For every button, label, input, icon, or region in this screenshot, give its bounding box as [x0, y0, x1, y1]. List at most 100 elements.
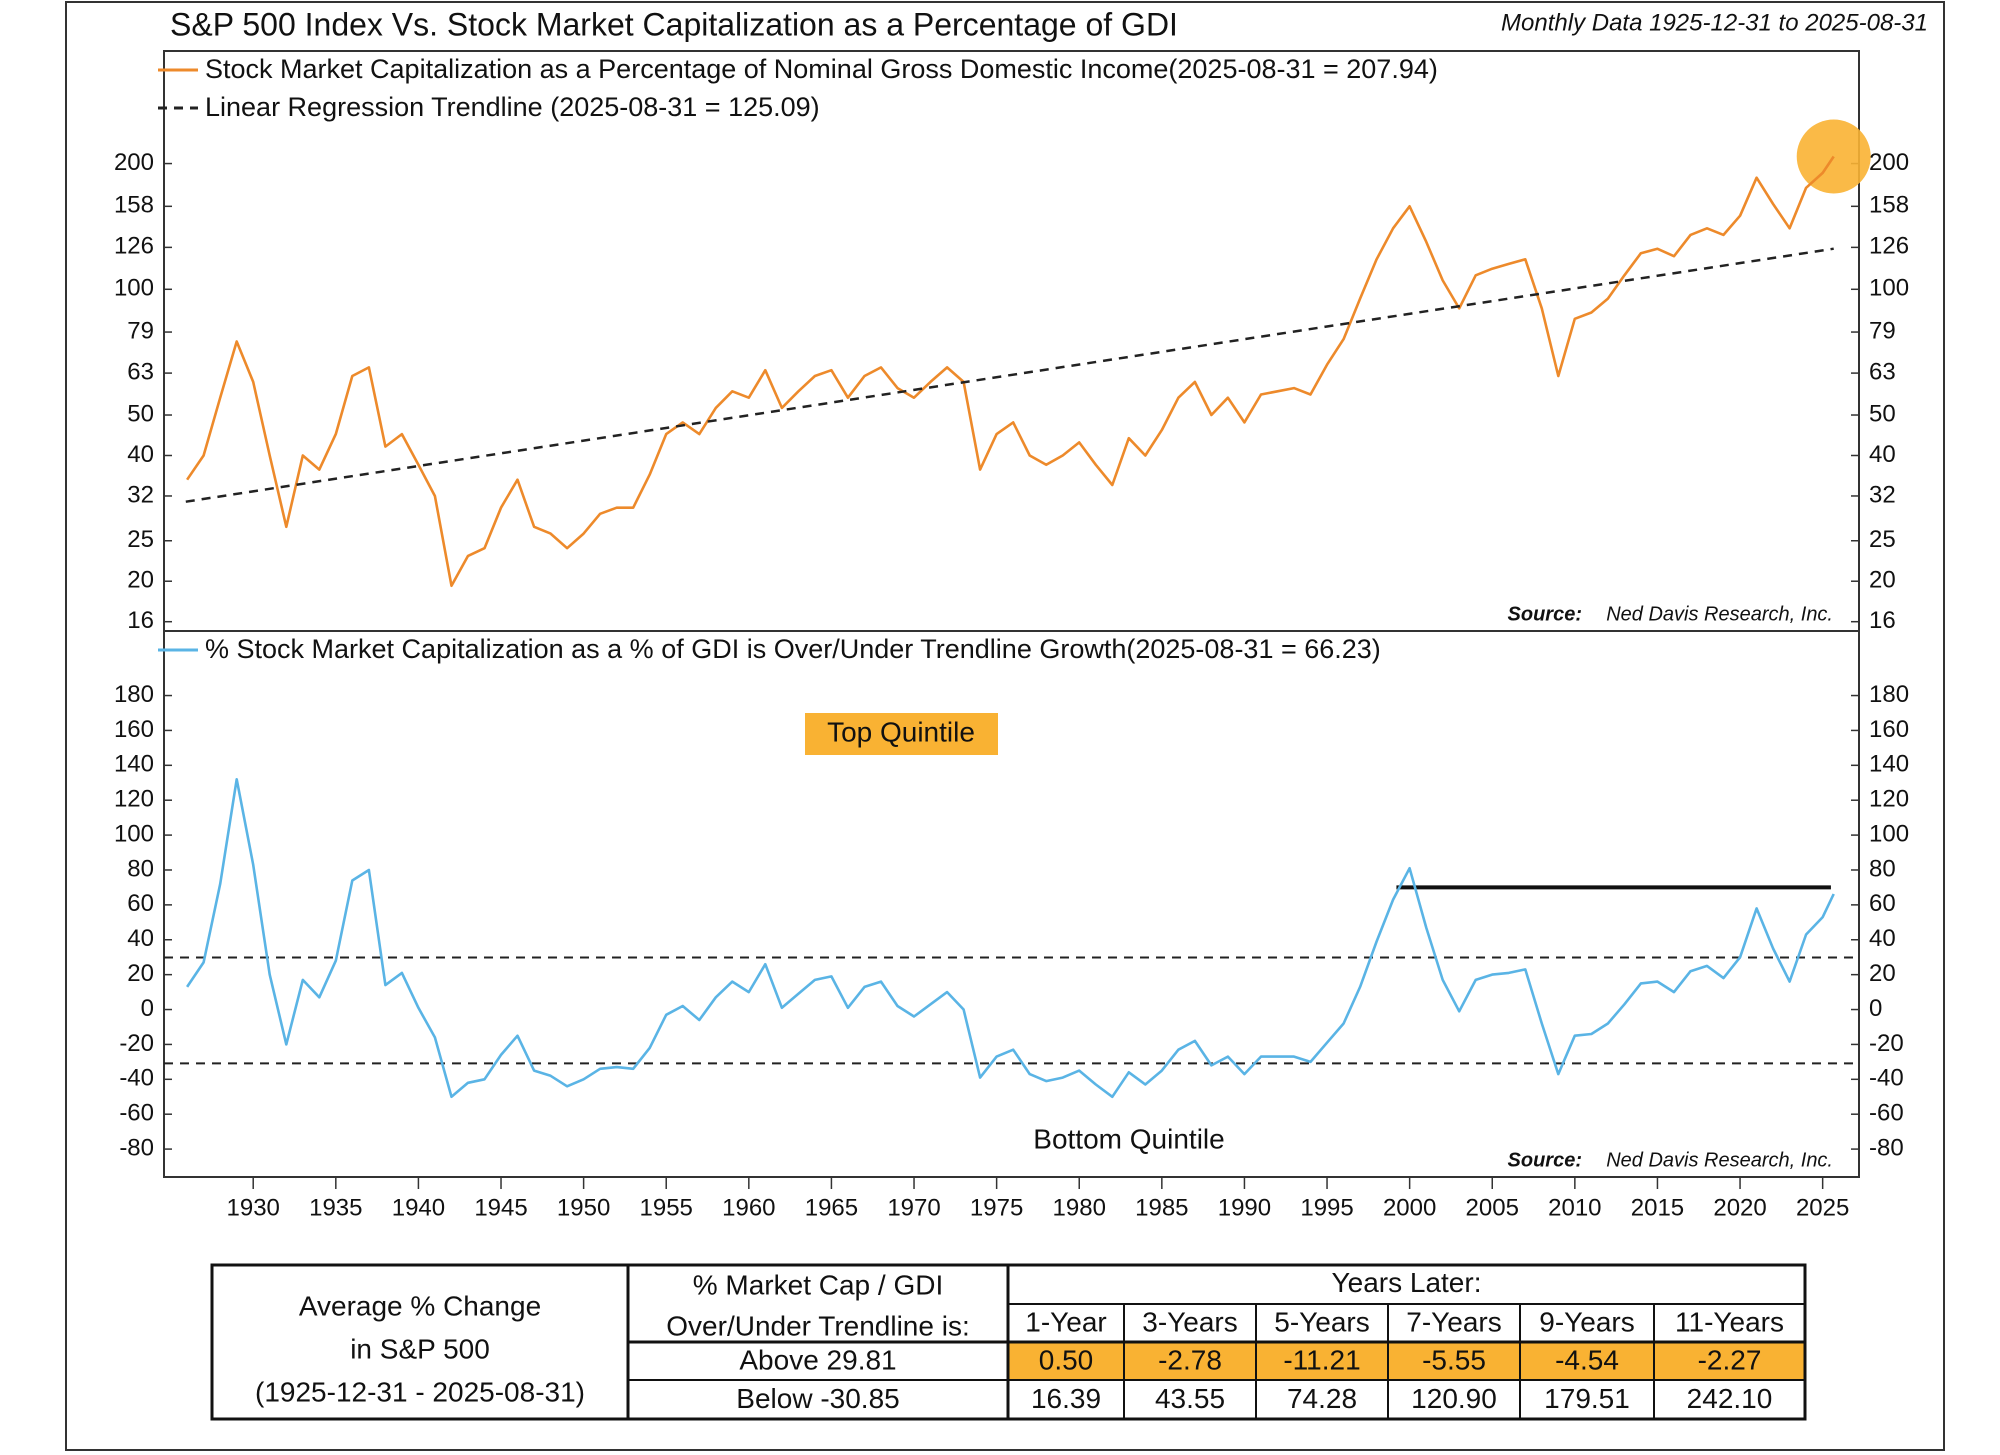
y-tick-label: -80	[119, 1134, 154, 1161]
table-cell: 43.55	[1155, 1383, 1225, 1414]
y-tick-label: 40	[1869, 925, 1896, 952]
y-tick-label: 32	[127, 481, 154, 508]
y-tick-label: -20	[1869, 1030, 1904, 1057]
annotation: Top Quintile	[827, 716, 975, 747]
y-tick-label: -60	[119, 1100, 154, 1127]
y-tick-label: 100	[1869, 275, 1909, 302]
table-cell: 0.50	[1039, 1344, 1094, 1375]
y-tick-label: 120	[114, 786, 154, 813]
x-tick-label: 1970	[887, 1194, 940, 1221]
x-tick-label: 1975	[970, 1194, 1023, 1221]
table-cell: 120.90	[1411, 1383, 1497, 1414]
y-tick-label: 158	[114, 192, 154, 219]
y-tick-label: 126	[114, 233, 154, 260]
source-label: Source:	[1508, 603, 1582, 625]
y-tick-label: 60	[1869, 890, 1896, 917]
table-cell: -2.78	[1158, 1344, 1222, 1375]
y-tick-label: 63	[1869, 358, 1896, 385]
y-tick-label: 20	[127, 567, 154, 594]
legend-label: % Stock Market Capitalization as a % of …	[205, 634, 1381, 664]
table-cell: 16.39	[1031, 1383, 1101, 1414]
x-tick-label: 1940	[392, 1194, 445, 1221]
table-cell: -5.55	[1422, 1344, 1486, 1375]
y-tick-label: -40	[1869, 1065, 1904, 1092]
y-tick-label: 25	[127, 526, 154, 553]
row-header: in S&P 500	[350, 1333, 490, 1364]
table-cell: 74.28	[1287, 1383, 1357, 1414]
y-tick-label: 100	[1869, 820, 1909, 847]
y-tick-label: 40	[127, 925, 154, 952]
y-tick-label: 100	[114, 820, 154, 847]
y-tick-label: 80	[127, 855, 154, 882]
series-line	[186, 778, 1835, 1099]
x-tick-label: 1985	[1135, 1194, 1188, 1221]
x-tick-label: 2025	[1796, 1194, 1849, 1221]
y-tick-label: 140	[114, 751, 154, 778]
row-label: Above 29.81	[739, 1344, 896, 1375]
legend-label: Linear Regression Trendline (2025-08-31 …	[205, 92, 820, 122]
y-tick-label: 79	[1869, 317, 1896, 344]
x-tick-label: 2005	[1466, 1194, 1519, 1221]
x-tick-label: 1990	[1218, 1194, 1271, 1221]
y-tick-label: 25	[1869, 526, 1896, 553]
table-cell: -11.21	[1283, 1344, 1360, 1375]
y-tick-label: 20	[127, 960, 154, 987]
y-tick-label: 16	[1869, 607, 1896, 634]
source-label: Source:	[1508, 1149, 1582, 1171]
y-tick-label: -40	[119, 1065, 154, 1092]
y-tick-label: 50	[1869, 400, 1896, 427]
x-tick-label: 1945	[474, 1194, 527, 1221]
y-tick-label: 16	[127, 607, 154, 634]
y-tick-label: 50	[127, 400, 154, 427]
column-label: 11-Years	[1675, 1306, 1784, 1337]
y-tick-label: 40	[127, 441, 154, 468]
y-tick-label: 180	[114, 681, 154, 708]
column-label: 5-Years	[1274, 1306, 1369, 1337]
column-label: 7-Years	[1406, 1306, 1501, 1337]
column-label: 3-Years	[1142, 1306, 1237, 1337]
page-frame	[65, 1, 1945, 1451]
y-tick-label: 80	[1869, 855, 1896, 882]
series-line	[185, 247, 1834, 503]
x-tick-label: 1930	[227, 1194, 280, 1221]
y-tick-label: -60	[1869, 1100, 1904, 1127]
summary-table: Average % Change in S&P 500 (1925-12-31 - …	[210, 1263, 1807, 1421]
table-cell: 242.10	[1687, 1383, 1773, 1414]
y-tick-label: 140	[1869, 751, 1909, 778]
y-tick-label: 200	[1869, 149, 1909, 176]
plot-frame	[163, 50, 1860, 1178]
y-tick-label: 180	[1869, 681, 1909, 708]
x-tick-label: 2010	[1548, 1194, 1601, 1221]
y-tick-label: 100	[114, 275, 154, 302]
source: Ned Davis Research, Inc.	[1606, 1149, 1833, 1171]
latest-highlight	[1796, 119, 1871, 194]
x-tick-label: 1935	[309, 1194, 362, 1221]
table-cell: -2.27	[1698, 1344, 1762, 1375]
annotation-box	[805, 713, 998, 755]
table-cell: 179.51	[1544, 1383, 1630, 1414]
y-tick-label: 79	[127, 317, 154, 344]
row-header: Average % Change	[299, 1290, 541, 1321]
y-tick-label: 160	[114, 716, 154, 743]
y-tick-label: 40	[1869, 441, 1896, 468]
y-tick-label: 0	[141, 995, 154, 1022]
chart-subtitle: Monthly Data 1925-12-31 to 2025-08-31	[1501, 9, 1928, 36]
x-tick-label: 1955	[640, 1194, 693, 1221]
y-tick-label: -80	[1869, 1134, 1904, 1161]
x-tick-label: 1980	[1053, 1194, 1106, 1221]
y-tick-label: 126	[1869, 233, 1909, 260]
y-tick-label: 0	[1869, 995, 1882, 1022]
column-label: 1-Year	[1025, 1306, 1106, 1337]
source: Ned Davis Research, Inc.	[1606, 603, 1833, 625]
x-tick-label: 2015	[1631, 1194, 1684, 1221]
y-tick-label: 20	[1869, 960, 1896, 987]
group-header: Years Later:	[1332, 1267, 1482, 1298]
y-tick-label: 32	[1869, 481, 1896, 508]
x-tick-label: 1965	[805, 1194, 858, 1221]
column-label: 9-Years	[1539, 1306, 1634, 1337]
x-tick-label: 1950	[557, 1194, 610, 1221]
y-tick-label: -20	[119, 1030, 154, 1057]
y-tick-label: 60	[127, 890, 154, 917]
series-line	[186, 155, 1835, 588]
